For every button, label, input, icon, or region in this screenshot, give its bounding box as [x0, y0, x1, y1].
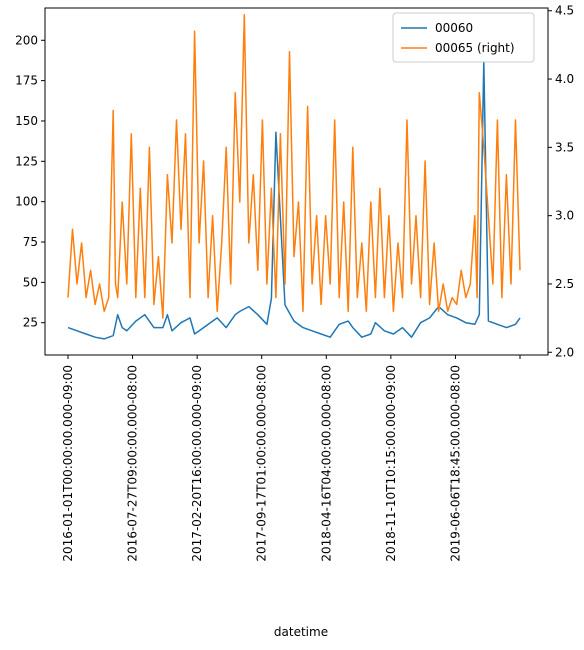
left-y-tick-label: 50 — [23, 275, 38, 289]
left-y-tick-label: 150 — [15, 114, 38, 128]
x-tick-label: 2019-06-06T18:45:00.000-08:00 — [448, 365, 462, 562]
series-line-00060 — [67, 60, 521, 340]
legend-label: 00065 (right) — [435, 41, 515, 55]
right-y-tick-label: 2.0 — [555, 345, 574, 359]
legend: 00060 00065 (right) — [392, 12, 535, 63]
left-y-tick-label: 200 — [15, 33, 38, 47]
series-line-00065-right- — [67, 14, 521, 319]
plot-layer — [67, 14, 521, 340]
left-y-tick-label: 125 — [15, 154, 38, 168]
x-tick-label: 2017-02-20T16:00:00.000-09:00 — [190, 365, 204, 562]
right-y-tick-label: 2.5 — [555, 277, 574, 291]
right-y-tick-label: 3.5 — [555, 140, 574, 154]
left-y-tick-label: 75 — [23, 235, 38, 249]
right-y-tick-label: 3.0 — [555, 209, 574, 223]
x-tick-label: 2016-01-01T00:00:00.000-09:00 — [61, 365, 75, 562]
plot-frame — [44, 7, 549, 356]
x-tick-label: 2016-07-27T09:00:00.000-08:00 — [126, 365, 140, 562]
left-y-tick-label: 25 — [23, 316, 38, 330]
right-y-tick-label: 4.0 — [555, 72, 574, 86]
x-axis-label: datetime — [274, 625, 328, 639]
x-tick-label: 2018-04-16T04:00:00.000-08:00 — [319, 365, 333, 562]
legend-label: 00060 — [435, 21, 473, 35]
left-y-tick-label: 100 — [15, 195, 38, 209]
x-tick-label: 2017-09-17T01:00:00.000-08:00 — [255, 365, 269, 562]
axes-layer: 25 50 75 100 125 150 175 200 2.0 2.5 3.0 3.5 4.0 4.5 2… — [15, 4, 574, 562]
right-y-tick-label: 4.5 — [555, 4, 574, 18]
left-y-tick-label: 175 — [15, 74, 38, 88]
x-tick-label: 2018-11-10T10:15:00.000-09:00 — [384, 365, 398, 562]
legend-box — [392, 12, 535, 63]
